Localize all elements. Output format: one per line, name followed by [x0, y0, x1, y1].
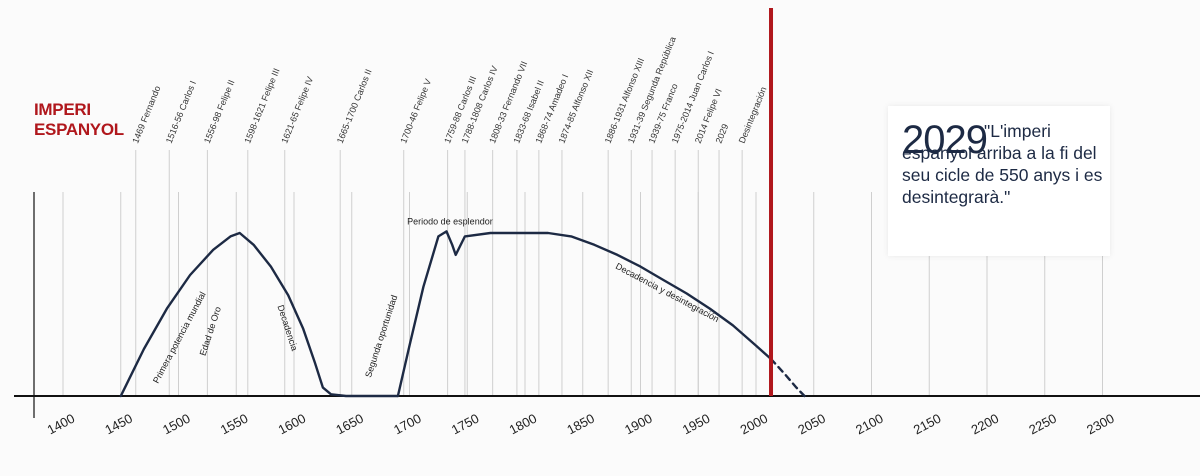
chart-title: IMPERI ESPANYOL [34, 100, 124, 140]
phase-annotation: Primera potencia mundial [151, 290, 208, 385]
x-tick-label: 2200 [969, 411, 1002, 438]
series-lines [119, 230, 806, 398]
quote-text-wrap: "L'imperi espanyol arriba a la fi del se… [902, 120, 1107, 208]
x-tick-label: 1850 [564, 411, 597, 438]
reign-label: 1700-46 Felipe V [398, 77, 433, 144]
phase-annotation: Segunda oportunidad [363, 294, 399, 379]
x-tick-labels: 1400 1450 1500 1550 1600 1650 1700 1750 1800 1850… [45, 411, 1117, 438]
x-tick-label: 2050 [795, 411, 828, 438]
x-tick-label: 1600 [276, 411, 309, 438]
x-tick-label: 2150 [911, 411, 944, 438]
x-tick-label: 2000 [738, 411, 771, 438]
x-tick-label: 1400 [45, 411, 78, 438]
x-tick-label: 1650 [333, 411, 366, 438]
x-tick-label: 1450 [102, 411, 135, 438]
reign-label: 1975-2014 Juan Carlos I [670, 50, 716, 145]
title-line-1: IMPERI [34, 100, 91, 119]
quote-text: "L'imperi espanyol arriba a la fi del se… [902, 121, 1103, 207]
series-line-projection [769, 357, 806, 398]
phase-annotation: Edad de Oro [198, 305, 223, 357]
reign-label: 1556-98 Felipe II [202, 78, 237, 144]
x-tick-label: 1950 [680, 411, 713, 438]
reign-label: 1598-1621 Felipe III [242, 67, 281, 145]
x-tick-label: 2300 [1084, 411, 1117, 438]
x-tick-label: 1800 [507, 411, 540, 438]
reign-label: 1516-56 Carlos I [164, 79, 198, 144]
x-tick-label: 1750 [449, 411, 482, 438]
reign-label: 1621-65 Felipe IV [279, 75, 315, 145]
reign-label: 2029 [714, 122, 731, 144]
reign-label: 1469 Fernando [130, 84, 162, 144]
series-line [396, 230, 773, 398]
reign-labels: 1469 Fernando 1516-56 Carlos I 1556-98 Fel… [130, 35, 768, 145]
phase-annotation: Decadencia y desintegración [614, 261, 721, 324]
series-line [119, 231, 400, 398]
x-tick-label: 2250 [1026, 411, 1059, 438]
grid-lines [33, 150, 1103, 418]
x-tick-label: 1550 [218, 411, 251, 438]
x-tick-label: 1500 [160, 411, 193, 438]
reign-label: Desintegración [737, 85, 769, 144]
phase-annotation: Periodo de esplendor [407, 217, 493, 227]
quote-box: 2029 "L'imperi espanyol arriba a la fi d… [888, 106, 1110, 256]
reign-label: 1665-1700 Carlos II [335, 68, 374, 145]
quote-year: 2029 [902, 118, 988, 162]
title-line-2: ESPANYOL [34, 120, 124, 139]
x-tick-label: 2100 [853, 411, 886, 438]
x-tick-label: 1900 [622, 411, 655, 438]
x-tick-label: 1700 [391, 411, 424, 438]
